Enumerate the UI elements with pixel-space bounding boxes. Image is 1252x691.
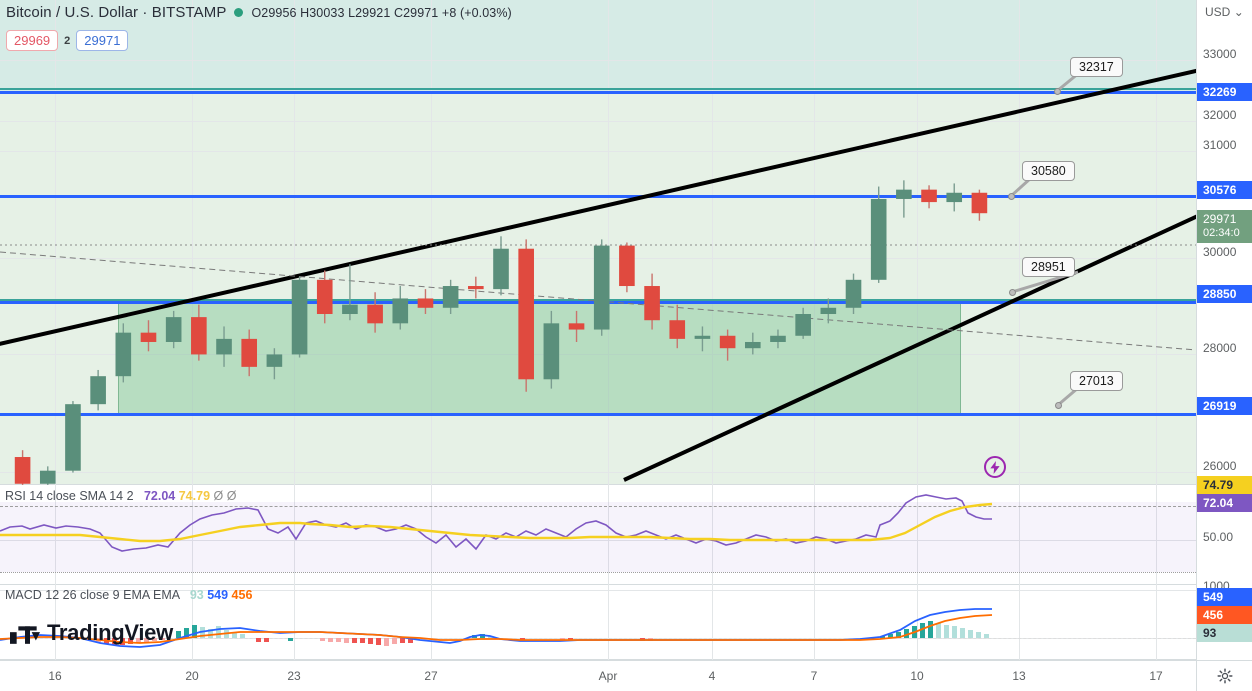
rsi-overbought-line bbox=[0, 506, 1196, 507]
callout-anchor-27013[interactable] bbox=[1055, 402, 1062, 409]
rsi-extra-1: Ø bbox=[213, 489, 224, 503]
gridline-h bbox=[0, 354, 1196, 355]
price-axis-tick: 28000 bbox=[1203, 341, 1237, 355]
callout-30580[interactable]: 30580 bbox=[1022, 161, 1075, 181]
ohlc-values: O29956 H30033 L29921 C29971 +8 (+0.03%) bbox=[251, 5, 512, 20]
callout-label: 27013 bbox=[1079, 374, 1114, 388]
callout-anchor-32317[interactable] bbox=[1054, 88, 1061, 95]
tv-mark-icon bbox=[10, 626, 40, 644]
time-axis[interactable]: 16 20 23 27 Apr 4 7 10 13 17 bbox=[0, 660, 1252, 691]
gridline-h bbox=[0, 60, 1196, 61]
time-axis-tick: 20 bbox=[185, 669, 199, 683]
highlight-rectangle[interactable] bbox=[118, 302, 961, 414]
current-price-value: 29971 bbox=[1203, 212, 1237, 226]
price-line-28850[interactable] bbox=[0, 301, 1196, 304]
price-axis-tick: 26000 bbox=[1203, 459, 1237, 473]
callout-32317[interactable]: 32317 bbox=[1070, 57, 1123, 77]
time-axis-tick: Apr bbox=[598, 669, 618, 683]
time-axis-tick: 4 bbox=[708, 669, 716, 683]
chevron-down-icon: ⌄ bbox=[1233, 5, 1244, 19]
price-axis-badge[interactable]: 549 bbox=[1197, 588, 1252, 606]
bid-price[interactable]: 29969 bbox=[6, 30, 59, 51]
price-line-30576[interactable] bbox=[0, 195, 1196, 198]
macd-value: 549 bbox=[207, 588, 229, 602]
callout-28951[interactable]: 28951 bbox=[1022, 257, 1075, 277]
time-axis-tick: 17 bbox=[1149, 669, 1163, 683]
bid-ask-widget: 29969 2 29971 bbox=[6, 30, 129, 51]
callout-anchor-28951[interactable] bbox=[1009, 289, 1016, 296]
time-axis-tick: 23 bbox=[287, 669, 301, 683]
pane-divider-rsi bbox=[0, 484, 1196, 485]
price-axis-tick: 33000 bbox=[1203, 47, 1237, 61]
pane-divider-macd bbox=[0, 584, 1196, 585]
rsi-name: RSI 14 close SMA 14 2 bbox=[5, 489, 134, 503]
tradingview-logo-icon: TradingView bbox=[10, 620, 173, 646]
price-axis-badge[interactable]: 72.04 bbox=[1197, 494, 1252, 512]
gridline-h bbox=[0, 121, 1196, 122]
price-line-26919[interactable] bbox=[0, 413, 1196, 416]
macd-name: MACD 12 26 close 9 EMA EMA bbox=[5, 588, 180, 602]
price-axis-badge[interactable]: 30576 bbox=[1197, 181, 1252, 199]
rsi-legend[interactable]: RSI 14 close SMA 14 2 72.04 74.79 Ø Ø bbox=[5, 489, 236, 503]
callout-label: 30580 bbox=[1031, 164, 1066, 178]
lightning-bolt-icon[interactable] bbox=[984, 456, 1006, 478]
ask-price[interactable]: 29971 bbox=[76, 30, 129, 51]
time-axis-tick: 13 bbox=[1012, 669, 1026, 683]
symbol-title[interactable]: Bitcoin / U.S. Dollar · BITSTAMP bbox=[6, 4, 227, 21]
price-line-teal[interactable] bbox=[0, 88, 1196, 90]
gridline-h bbox=[0, 472, 1196, 473]
callout-27013[interactable]: 27013 bbox=[1070, 371, 1123, 391]
price-line-32269[interactable] bbox=[0, 91, 1196, 94]
chart-settings-button[interactable] bbox=[1196, 661, 1252, 691]
rsi-value: 72.04 bbox=[143, 489, 176, 503]
macd-zero-line bbox=[0, 638, 1196, 639]
price-axis-badge[interactable]: 26919 bbox=[1197, 397, 1252, 415]
price-axis-tick: 50.00 bbox=[1203, 530, 1234, 544]
time-axis-tick: 10 bbox=[910, 669, 924, 683]
price-axis-badge[interactable]: 74.79 bbox=[1197, 476, 1252, 494]
price-axis-tick: 31000 bbox=[1203, 138, 1237, 152]
price-axis-badge[interactable]: 456 bbox=[1197, 606, 1252, 624]
rsi-extra-2: Ø bbox=[226, 489, 237, 503]
callout-label: 28951 bbox=[1031, 260, 1066, 274]
price-axis-badge[interactable]: 93 bbox=[1197, 624, 1252, 642]
tradingview-wordmark: TradingView bbox=[47, 620, 173, 645]
price-axis-tick: 32000 bbox=[1203, 108, 1237, 122]
time-axis-tick: 7 bbox=[810, 669, 818, 683]
time-axis-tick: 16 bbox=[48, 669, 62, 683]
pane-divider-bottom bbox=[0, 659, 1196, 660]
gridline-h bbox=[0, 258, 1196, 259]
currency-label: USD bbox=[1205, 5, 1231, 19]
gridline-h bbox=[0, 151, 1196, 152]
gear-icon bbox=[1217, 668, 1233, 684]
currency-selector[interactable]: USD ⌄ bbox=[1205, 5, 1244, 19]
rsi-oversold-line bbox=[0, 572, 1196, 573]
rsi-shaded-band bbox=[0, 502, 1196, 572]
price-axis-badge[interactable]: 32269 bbox=[1197, 83, 1252, 101]
macd-signal-value: 456 bbox=[231, 588, 253, 602]
current-price-badge[interactable]: 29971 02:34:0 bbox=[1197, 210, 1252, 243]
chart-legend: Bitcoin / U.S. Dollar · BITSTAMP O29956 … bbox=[6, 4, 512, 21]
quote-size: 2 bbox=[64, 34, 71, 47]
macd-gridline bbox=[0, 590, 1196, 591]
bar-countdown: 02:34:0 bbox=[1203, 227, 1240, 239]
price-axis-tick: 30000 bbox=[1203, 245, 1237, 259]
price-axis-badge[interactable]: 28850 bbox=[1197, 285, 1252, 303]
macd-legend[interactable]: MACD 12 26 close 9 EMA EMA 93 549 456 bbox=[5, 588, 252, 602]
callout-label: 32317 bbox=[1079, 60, 1114, 74]
time-axis-tick: 27 bbox=[424, 669, 438, 683]
macd-hist-value: 93 bbox=[189, 588, 204, 602]
green-circle-icon bbox=[234, 8, 244, 17]
price-axis[interactable]: USD ⌄ 33000 32000 31000 30000 28000 26000 50.0… bbox=[1196, 0, 1252, 660]
callout-anchor-30580[interactable] bbox=[1008, 193, 1015, 200]
rsi-sma-value: 74.79 bbox=[178, 489, 211, 503]
